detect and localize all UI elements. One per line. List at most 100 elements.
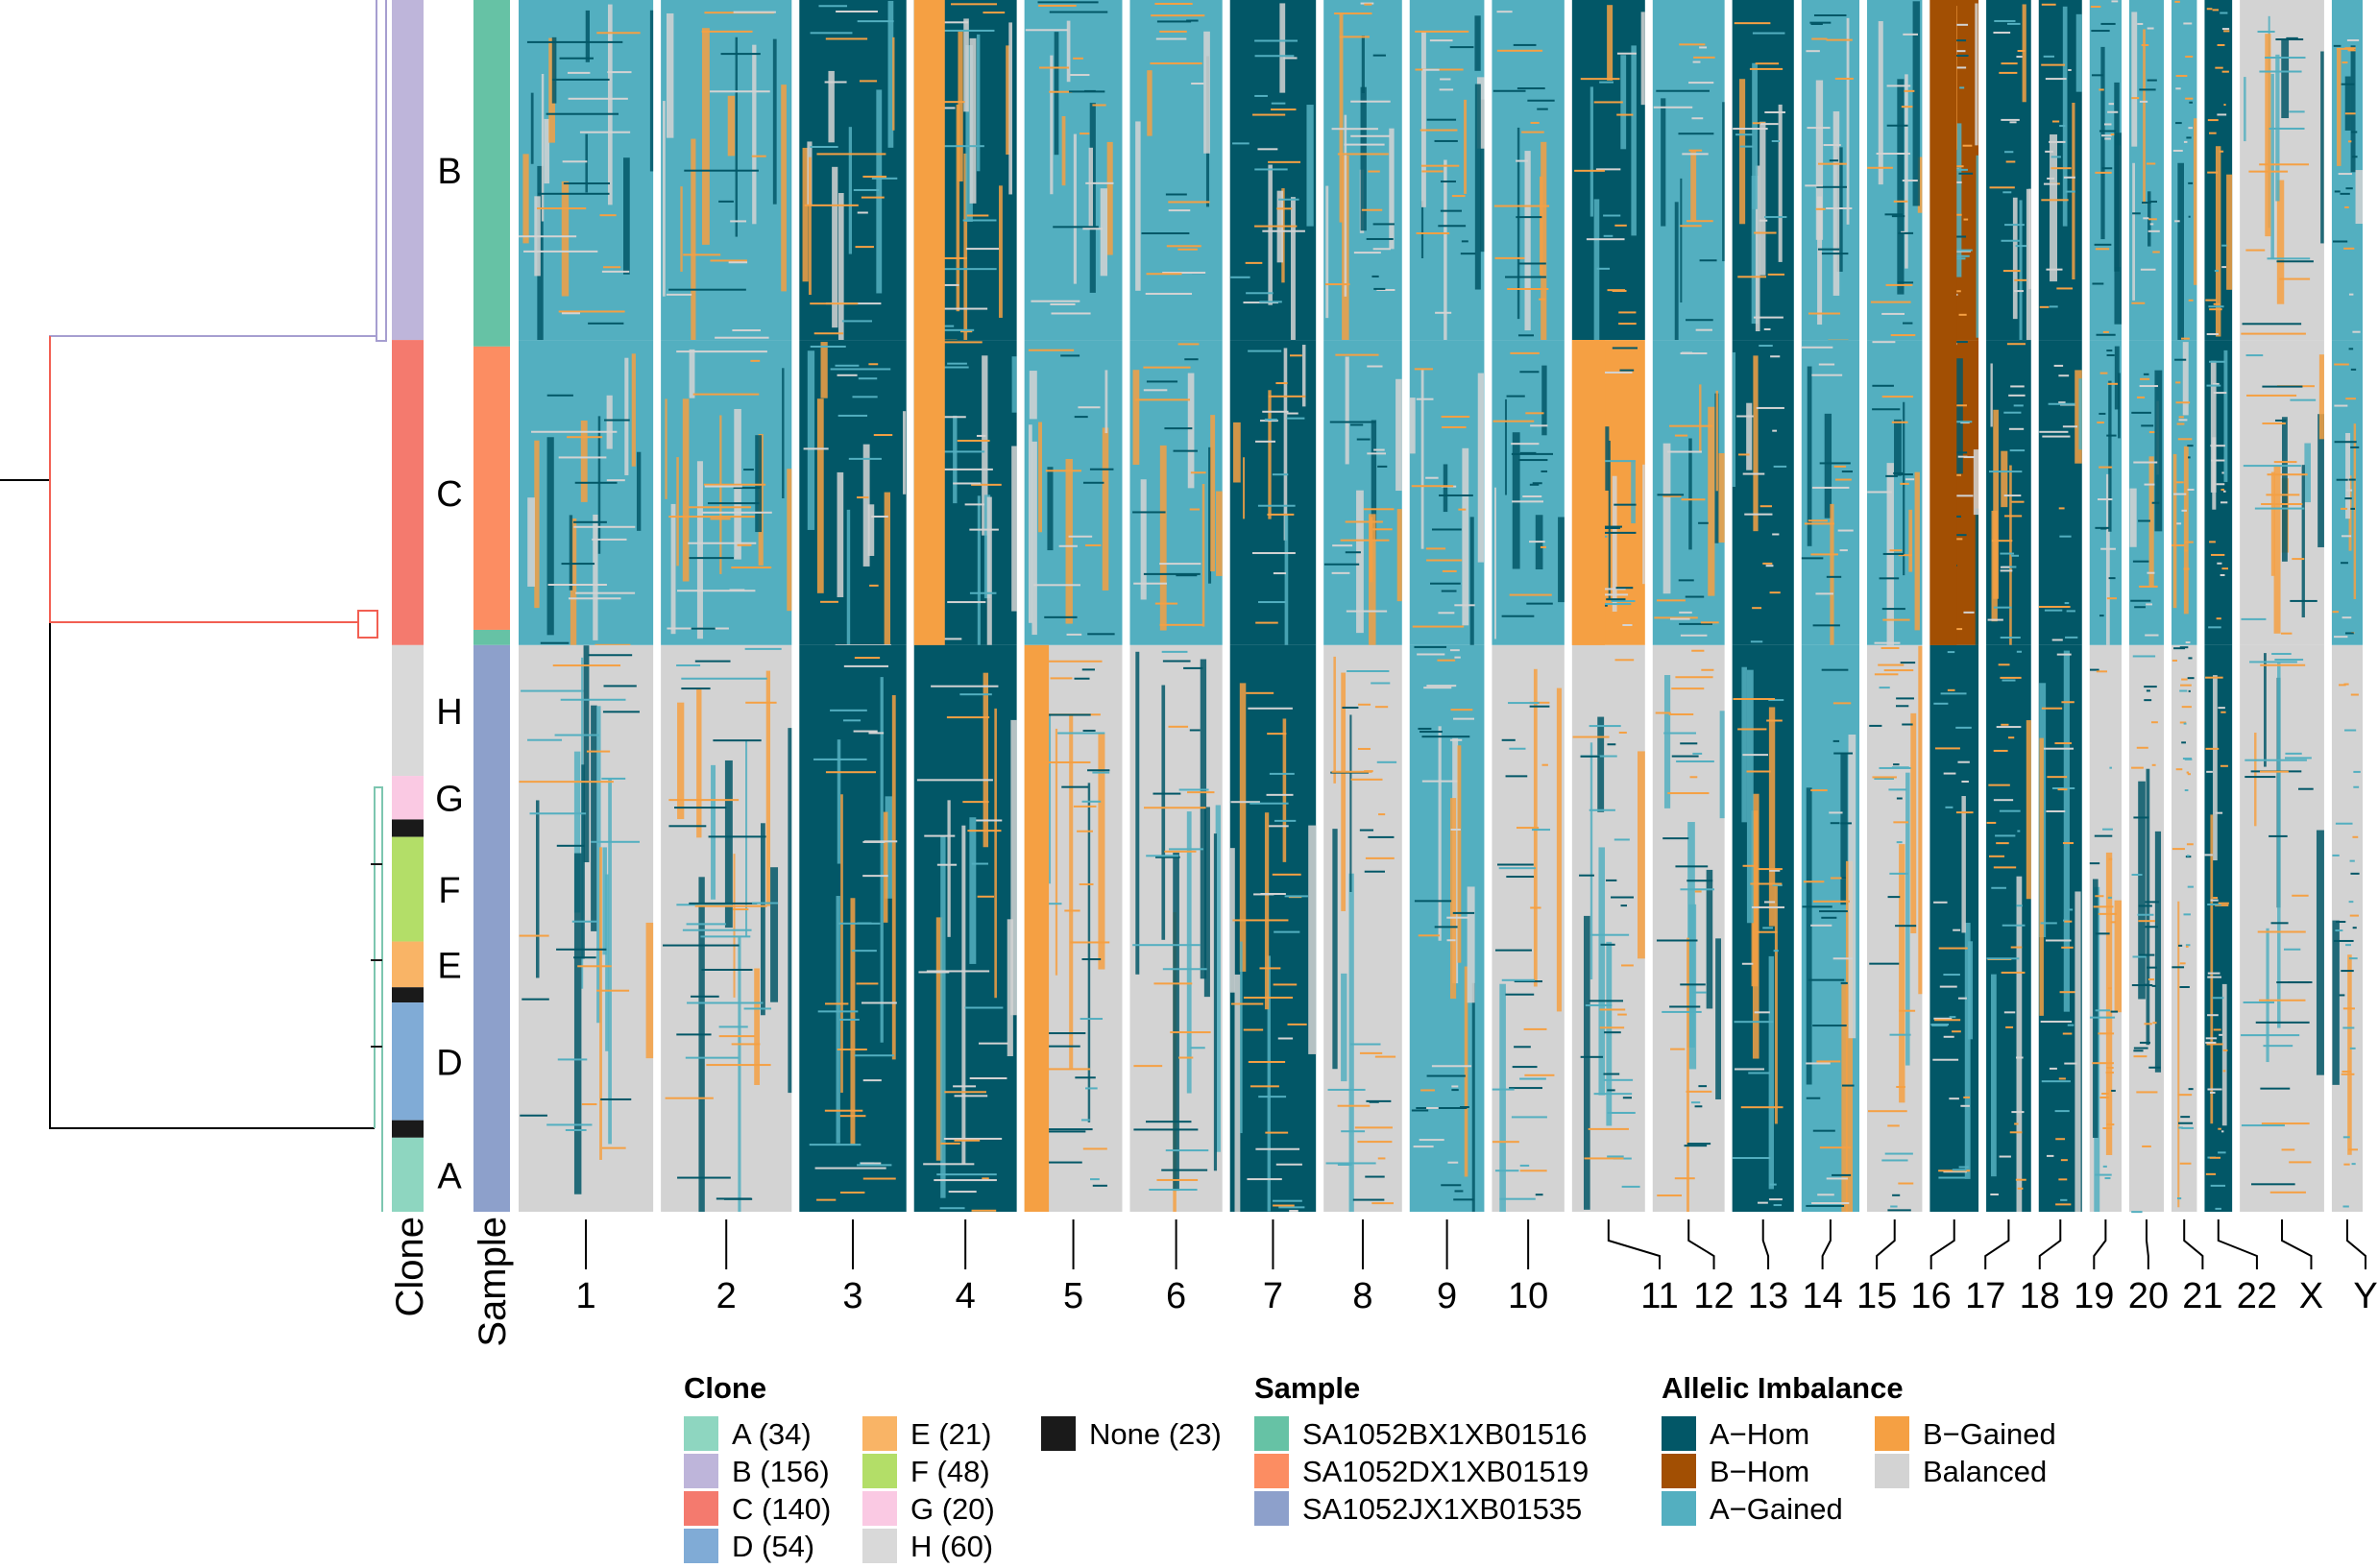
- cell-row-segment: [1372, 54, 1386, 57]
- cell-row-segment: [1759, 505, 1773, 508]
- cell-row-segment: [1269, 772, 1295, 775]
- cell-row-segment: [1753, 316, 1784, 319]
- cell-block-c-chr2: [661, 340, 792, 645]
- cell-stripe: [2270, 471, 2275, 576]
- cell-row-segment: [1995, 834, 2016, 837]
- cell-row-segment: [1366, 1099, 1392, 1102]
- cell-row-segment: [810, 145, 838, 148]
- cell-row-segment: [2149, 223, 2154, 226]
- cell-row-segment: [1622, 624, 1633, 627]
- cell-row-segment: [1993, 31, 2011, 34]
- cell-row-segment: [976, 434, 986, 437]
- cell-stripe: [760, 823, 765, 1016]
- cell-row-segment: [2263, 1045, 2293, 1048]
- cell-row-segment: [1988, 855, 2005, 857]
- cell-row-segment: [837, 374, 858, 376]
- cell-row-segment: [1350, 100, 1391, 103]
- cell-row-segment: [1254, 225, 1298, 228]
- cell-row-segment: [1516, 159, 1528, 162]
- cell-row-segment: [1494, 949, 1532, 952]
- cell-row-segment: [1593, 1093, 1633, 1096]
- cell-row-segment: [1837, 529, 1854, 532]
- cell-stripe: [1608, 440, 1611, 600]
- cell-row-segment: [1248, 350, 1282, 352]
- cell-row-segment: [2223, 30, 2230, 33]
- chromosome-column-21: [2171, 0, 2197, 1212]
- cell-stripe: [1832, 110, 1840, 296]
- cell-row-segment: [2185, 97, 2194, 100]
- cell-row-segment: [1350, 134, 1391, 137]
- cell-row-segment: [1612, 289, 1627, 292]
- cell-row-segment: [573, 525, 636, 528]
- cell-row-segment: [1517, 334, 1534, 337]
- cell-row-segment: [943, 1137, 1003, 1140]
- cell-row-segment: [1960, 1104, 1970, 1107]
- cell-row-segment: [1821, 668, 1849, 671]
- cell-row-segment: [2178, 419, 2188, 422]
- cell-row-segment: [1146, 1121, 1192, 1123]
- cell-row-segment: [2179, 721, 2187, 724]
- cell-stripe: [696, 688, 702, 838]
- cell-row-segment: [538, 192, 610, 195]
- cell-row-segment: [1440, 209, 1462, 212]
- cell-row-segment: [2211, 553, 2225, 556]
- cell-row-segment: [2099, 615, 2104, 617]
- cell-row-segment: [839, 1018, 860, 1021]
- cell-row-segment: [1492, 89, 1526, 92]
- cell-row-segment: [1082, 228, 1103, 230]
- cell-row-segment: [2344, 47, 2356, 50]
- cell-row-segment: [1811, 1202, 1850, 1205]
- cell-row-segment: [1376, 289, 1395, 292]
- cell-row-segment: [2045, 150, 2053, 153]
- cell-stripe: [2105, 852, 2113, 1155]
- cell-row-segment: [2340, 192, 2350, 195]
- cell-stripe: [1132, 370, 1140, 465]
- cell-row-segment: [1532, 482, 1542, 485]
- cell-row-segment: [1521, 131, 1544, 133]
- cell-stripe: [1333, 656, 1336, 784]
- cell-row-segment: [2054, 1110, 2070, 1113]
- cell-stripe: [1905, 74, 1908, 269]
- cell-row-segment: [2246, 394, 2297, 397]
- cell-row-segment: [2184, 758, 2193, 760]
- cell-row-segment: [1535, 1194, 1543, 1196]
- cell-row-segment: [2108, 103, 2114, 106]
- cell-row-segment: [1505, 993, 1535, 996]
- cell-stripe: [969, 817, 977, 964]
- cell-row-segment: [2106, 434, 2117, 437]
- cell-row-segment: [1679, 622, 1712, 625]
- cell-row-segment: [835, 364, 860, 367]
- cell-stripe: [682, 398, 690, 582]
- cell-block-c-chr3: [799, 340, 907, 645]
- cell-row-segment: [701, 511, 772, 514]
- cell-row-segment: [1762, 927, 1773, 929]
- cell-row-segment: [978, 1042, 1008, 1045]
- cell-row-segment: [1519, 1164, 1530, 1167]
- cell-row-segment: [1069, 90, 1105, 93]
- cell-row-segment: [1939, 985, 1957, 988]
- cell-row-segment: [1350, 778, 1383, 781]
- cell-row-segment: [1994, 19, 2016, 22]
- cell-row-segment: [1039, 713, 1091, 716]
- chromosome-column-10: [1492, 0, 1565, 1212]
- cell-row-segment: [2338, 173, 2352, 176]
- legend-allelic-label-4: B−Gained: [1923, 1417, 2056, 1451]
- cell-stripe: [1817, 196, 1823, 326]
- cell-row-segment: [1347, 670, 1390, 673]
- cell-stripe: [1233, 422, 1241, 483]
- cell-row-segment: [1360, 2, 1374, 5]
- cell-stripe: [1715, 938, 1722, 1099]
- cell-row-segment: [1932, 1058, 1959, 1061]
- cell-row-segment: [1165, 193, 1187, 196]
- cell-row-segment: [1243, 996, 1294, 999]
- cell-row-segment: [2042, 435, 2071, 438]
- cell-row-segment: [1162, 968, 1207, 971]
- cell-row-segment: [1337, 1104, 1371, 1107]
- legend-sample-swatch-1: [1254, 1416, 1289, 1451]
- cell-row-segment: [2051, 120, 2060, 123]
- legend-clone-swatch-8: [862, 1529, 897, 1563]
- cell-row-segment: [2344, 205, 2349, 208]
- cell-row-segment: [959, 330, 973, 333]
- cell-row-segment: [2350, 446, 2360, 448]
